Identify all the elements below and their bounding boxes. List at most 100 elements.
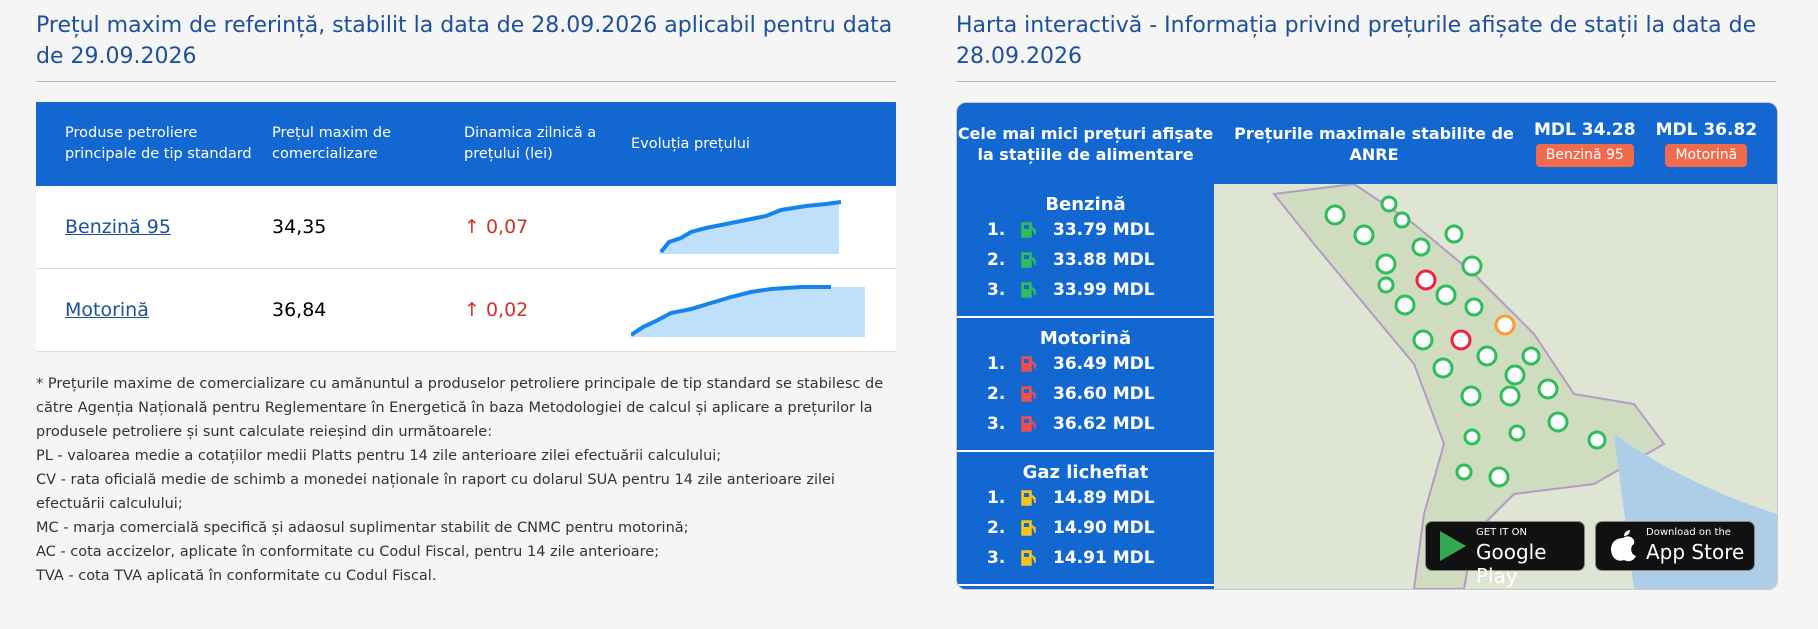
price: 33.99 MDL xyxy=(1053,280,1155,300)
app-big: App Store xyxy=(1646,540,1745,564)
fuel-item: 2. 33.88 MDL xyxy=(957,245,1214,275)
rank: 1. xyxy=(987,220,1006,240)
change: ↑ 0,02 xyxy=(464,299,529,321)
fuel-section: Motorină 1. 36.49 MDL 2. 36.60 MDL 3. 36.62 MD… xyxy=(957,318,1214,452)
icon xyxy=(1440,531,1466,561)
app-badge[interactable]: GET IT ON Google Play xyxy=(1425,521,1585,588)
max-price: MDL 36.82 Motorină xyxy=(1656,120,1757,167)
rank: 3. xyxy=(987,280,1006,300)
fuel-section: Benzină 1. 33.79 MDL 2. 33.88 MDL 3. 33.99 MDL xyxy=(957,184,1214,318)
sparkline-area xyxy=(659,201,839,254)
fuel-list: Benzină 1. 33.79 MDL 2. 33.88 MDL 3. 33.99 MDL… xyxy=(957,184,1214,589)
table-row: Motorină 36,84 ↑ 0,02 xyxy=(36,269,896,352)
fuel-name: Benzină xyxy=(1045,194,1126,215)
widget-header: Cele mai mici prețuri afișate la stațiil… xyxy=(957,103,1777,184)
cell: Benzină 95 xyxy=(36,216,272,238)
price: 33.88 MDL xyxy=(1053,250,1155,270)
rank: 2. xyxy=(987,518,1006,538)
price: 36.62 MDL xyxy=(1053,414,1155,434)
pump-icon xyxy=(1021,550,1036,566)
divider xyxy=(36,81,896,82)
rank: 3. xyxy=(987,548,1006,568)
cell xyxy=(631,194,896,261)
pump-icon xyxy=(1021,282,1036,298)
pump-window xyxy=(1024,389,1029,393)
cell: Motorină xyxy=(36,299,272,321)
app-icon xyxy=(1440,531,1466,561)
pump-window xyxy=(1024,523,1029,527)
fuel-item: 2. 36.60 MDL xyxy=(957,379,1214,409)
fuel-item: 3. 14.91 MDL xyxy=(957,543,1214,573)
fuel-item: 1. 14.89 MDL xyxy=(957,483,1214,513)
note: PL - valoarea medie a cotațiilor medii P… xyxy=(36,448,722,464)
price-table: Produse petroliere principale de tip sta… xyxy=(36,102,896,352)
product-link[interactable]: Motorină xyxy=(65,299,149,321)
rank: 3. xyxy=(987,414,1006,434)
column-header: Dinamica zilnică a prețului (lei) xyxy=(464,125,597,162)
pump-icon xyxy=(1021,416,1036,432)
price: 14.91 MDL xyxy=(1053,548,1155,568)
fuel-item: 1. 33.79 MDL xyxy=(957,215,1214,245)
note: * Prețurile maxime de comercializare cu … xyxy=(36,376,884,440)
price: 14.89 MDL xyxy=(1053,488,1155,508)
pump-window xyxy=(1024,553,1029,557)
pump-window xyxy=(1024,255,1029,259)
price: MDL 34.28 xyxy=(1534,120,1636,140)
badge: Benzină 95 xyxy=(1535,144,1634,167)
note: CV - rata oficială medie de schimb a mon… xyxy=(36,472,835,512)
icon xyxy=(1611,530,1636,562)
sparkline-line xyxy=(629,284,831,337)
sparkline xyxy=(659,199,842,254)
app-badge[interactable]: Download on the App Store xyxy=(1595,521,1755,571)
fuel-name: Motorină xyxy=(1039,328,1132,349)
table-row: Benzină 95 34,35 ↑ 0,07 xyxy=(36,186,896,269)
pump-icon xyxy=(1021,356,1036,372)
app-big: Google Play xyxy=(1476,540,1547,588)
pump-icon xyxy=(1021,386,1036,402)
rank: 1. xyxy=(987,488,1006,508)
header-label: Cele mai mici prețuri afișate la stațiil… xyxy=(957,123,1214,164)
pump-icon xyxy=(1021,490,1036,506)
fuel-item: 1. 36.49 MDL xyxy=(957,349,1214,379)
fuel-section: Gaz lichefiat 1. 14.89 MDL 2. 14.90 MDL 3. 14.… xyxy=(957,452,1214,586)
note: AC - cota accizelor, aplicate în conform… xyxy=(36,544,660,560)
rank: 2. xyxy=(987,250,1006,270)
pump-window xyxy=(1024,285,1029,289)
divider xyxy=(956,81,1776,82)
fuel-item: 2. 14.90 MDL xyxy=(957,513,1214,543)
header-label: Prețurile maximale stabilite de ANRE xyxy=(1234,123,1514,164)
column-header: Prețul maxim de comercializare xyxy=(272,125,392,162)
price: 36,84 xyxy=(272,299,327,321)
note: MC - marja comercială specifică și adaos… xyxy=(36,520,689,536)
sparkline-line xyxy=(659,199,842,253)
max-price: MDL 34.28 Benzină 95 xyxy=(1534,120,1636,167)
sparkline-area xyxy=(631,286,865,337)
pump-window xyxy=(1024,493,1029,497)
pump-window xyxy=(1024,419,1029,423)
cell xyxy=(629,277,896,344)
fuel-item: 3. 36.62 MDL xyxy=(957,409,1214,439)
fuel-item: 3. 33.99 MDL xyxy=(957,275,1214,305)
badge: Motorină xyxy=(1665,144,1748,167)
app-small: Download on the xyxy=(1646,527,1731,538)
column-header: Produse petroliere principale de tip sta… xyxy=(65,125,252,162)
product-link[interactable]: Benzină 95 xyxy=(65,216,171,238)
title: Prețul maxim de referință, stabilit la d… xyxy=(36,13,893,69)
app-small: GET IT ON xyxy=(1476,527,1527,538)
map-widget: Cele mai mici prețuri afișate la stațiil… xyxy=(956,102,1778,590)
rank: 1. xyxy=(987,354,1006,374)
sparkline xyxy=(629,284,865,337)
pump-window xyxy=(1024,359,1029,363)
price: 34,35 xyxy=(272,216,327,238)
price: 36.49 MDL xyxy=(1053,354,1155,374)
pump-icon xyxy=(1021,520,1036,536)
price: 36.60 MDL xyxy=(1053,384,1155,404)
app-icon xyxy=(1611,530,1636,562)
change: ↑ 0,07 xyxy=(464,216,529,238)
rank: 2. xyxy=(987,384,1006,404)
notes: * Prețurile maxime de comercializare cu … xyxy=(36,372,906,588)
table-header: Produse petroliere principale de tip sta… xyxy=(36,102,896,186)
column-header: Evoluția prețului xyxy=(631,135,750,152)
pump-window xyxy=(1024,225,1029,229)
